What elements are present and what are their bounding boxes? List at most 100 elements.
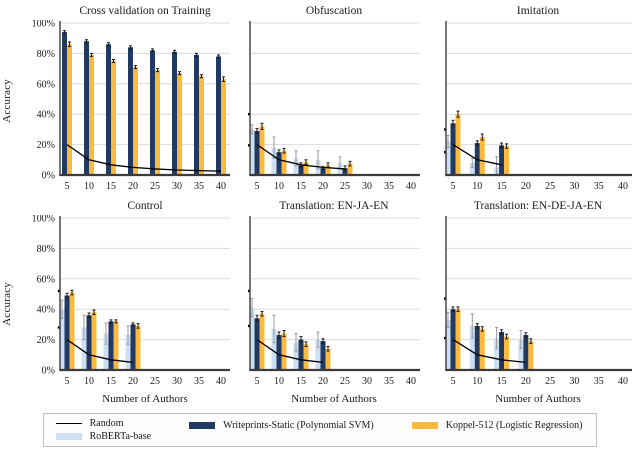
svg-text:15: 15 bbox=[497, 376, 507, 387]
svg-text:5: 5 bbox=[255, 181, 260, 192]
svg-text:80%: 80% bbox=[37, 49, 55, 60]
svg-text:80%: 80% bbox=[37, 244, 55, 255]
y-axis-label: Accuracy bbox=[1, 281, 13, 326]
x-axis-label: Number of Authors bbox=[291, 393, 377, 405]
chart-canvas-obfuscation: 5 10 15 20 25 30 35 40 bbox=[248, 21, 420, 192]
legend-column-3: Koppel-512 (Logistic Regression) bbox=[411, 418, 583, 431]
svg-text:30: 30 bbox=[362, 181, 372, 192]
svg-text:20: 20 bbox=[521, 181, 531, 192]
svg-text:10: 10 bbox=[84, 181, 94, 192]
svg-text:5: 5 bbox=[451, 376, 456, 387]
svg-text:25: 25 bbox=[340, 376, 350, 387]
svg-text:30: 30 bbox=[172, 181, 182, 192]
svg-text:10: 10 bbox=[274, 181, 284, 192]
svg-text:30: 30 bbox=[362, 376, 372, 387]
svg-text:25: 25 bbox=[150, 376, 160, 387]
svg-text:40: 40 bbox=[618, 376, 628, 387]
roberta-swatch bbox=[55, 433, 82, 440]
svg-text:20: 20 bbox=[318, 376, 328, 387]
legend-label: Random bbox=[89, 418, 124, 429]
svg-text:20: 20 bbox=[318, 181, 328, 192]
svg-text:35: 35 bbox=[594, 376, 604, 387]
svg-text:10: 10 bbox=[274, 376, 284, 387]
svg-text:25: 25 bbox=[545, 376, 555, 387]
svg-text:40: 40 bbox=[216, 376, 226, 387]
svg-text:20: 20 bbox=[521, 376, 531, 387]
svg-text:15: 15 bbox=[106, 376, 116, 387]
svg-text:5: 5 bbox=[65, 376, 70, 387]
svg-text:10: 10 bbox=[472, 181, 482, 192]
svg-text:100%: 100% bbox=[32, 215, 55, 225]
x-axis-label: Number of Authors bbox=[495, 393, 581, 405]
svg-text:5: 5 bbox=[65, 181, 70, 192]
svg-text:25: 25 bbox=[340, 181, 350, 192]
svg-text:40: 40 bbox=[618, 181, 628, 192]
svg-text:15: 15 bbox=[296, 376, 306, 387]
svg-text:20%: 20% bbox=[37, 140, 55, 151]
chart-canvas-cross-validation: 5 10 15 20 25 30 35 40 100% 80% 60% 40% 20% 0% bbox=[32, 20, 230, 192]
svg-text:35: 35 bbox=[384, 376, 394, 387]
koppel-swatch bbox=[411, 422, 438, 429]
svg-text:5: 5 bbox=[255, 376, 260, 387]
chart-canvas-translation-en-de-ja-en: 5 10 15 20 25 30 35 40 bbox=[444, 216, 632, 387]
svg-text:35: 35 bbox=[194, 376, 204, 387]
svg-text:40: 40 bbox=[406, 376, 416, 387]
legend-label: Koppel-512 (Logistic Regression) bbox=[445, 420, 583, 431]
svg-text:35: 35 bbox=[384, 181, 394, 192]
y-axis-label: Accuracy bbox=[1, 78, 13, 123]
chart-row-top: Accuracy Cross validation on Training 5 1… bbox=[0, 4, 640, 197]
chart-title: Obfuscation bbox=[305, 5, 363, 17]
panel-translation-en-de-ja-en: Translation: EN-DE-JA-EN 5 10 15 20 25 30 35 40… bbox=[444, 199, 632, 408]
chart-title: Imitation bbox=[516, 5, 560, 17]
chart-title: Cross validation on Training bbox=[79, 5, 211, 17]
panel-cross-validation-on-training: Cross validation on Training 5 10 15 20 25 30… bbox=[14, 4, 230, 197]
svg-text:30: 30 bbox=[569, 376, 579, 387]
svg-text:60%: 60% bbox=[37, 79, 55, 90]
legend-item-koppel-512: Koppel-512 (Logistic Regression) bbox=[411, 420, 583, 431]
svg-text:30: 30 bbox=[569, 181, 579, 192]
svg-text:60%: 60% bbox=[37, 274, 55, 285]
panel-control: Control 5 10 15 20 25 30 35 40 100% 80% 60% 40% 20% 0… bbox=[14, 199, 230, 408]
svg-text:40%: 40% bbox=[37, 110, 55, 121]
svg-text:10: 10 bbox=[84, 376, 94, 387]
svg-text:25: 25 bbox=[150, 181, 160, 192]
chart-title: Translation: EN-JA-EN bbox=[279, 200, 389, 212]
legend-column-1: Random RoBERTa-base bbox=[55, 418, 152, 442]
legend-column-2: Writeprints-Static (Polynomial SVM) bbox=[189, 418, 374, 431]
svg-text:0%: 0% bbox=[42, 171, 55, 182]
svg-text:0%: 0% bbox=[42, 366, 55, 377]
svg-text:15: 15 bbox=[106, 181, 116, 192]
svg-text:35: 35 bbox=[194, 181, 204, 192]
chart-canvas-translation-en-ja-en: 5 10 15 20 25 30 35 40 bbox=[248, 216, 420, 387]
y-axis-label-column: Accuracy bbox=[0, 199, 14, 408]
legend-item-writeprints-static: Writeprints-Static (Polynomial SVM) bbox=[189, 420, 374, 431]
chart-canvas-control: 5 10 15 20 25 30 35 40 100% 80% 60% 40% 20% 0% bbox=[32, 215, 230, 387]
svg-text:20%: 20% bbox=[37, 335, 55, 346]
svg-text:40%: 40% bbox=[37, 305, 55, 316]
panel-obfuscation: Obfuscation 5 10 15 20 25 30 35 40 bbox=[248, 4, 420, 197]
svg-text:5: 5 bbox=[451, 181, 456, 192]
svg-text:10: 10 bbox=[472, 376, 482, 387]
legend-wrap: Random RoBERTa-base Writeprints-Static (… bbox=[0, 413, 640, 447]
legend-label: RoBERTa-base bbox=[89, 431, 152, 442]
legend-item-roberta-base: RoBERTa-base bbox=[55, 431, 152, 442]
chart-row-bottom: Accuracy Control 5 10 15 20 25 30 35 40 100% 80% 6… bbox=[0, 199, 640, 408]
chart-title: Translation: EN-DE-JA-EN bbox=[473, 200, 603, 212]
svg-text:100%: 100% bbox=[32, 20, 55, 30]
y-axis-label-column: Accuracy bbox=[0, 4, 14, 197]
legend-item-random: Random bbox=[55, 418, 151, 429]
svg-text:25: 25 bbox=[545, 181, 555, 192]
writeprints-swatch bbox=[189, 422, 216, 429]
svg-text:40: 40 bbox=[406, 181, 416, 192]
svg-text:15: 15 bbox=[296, 181, 306, 192]
svg-text:30: 30 bbox=[172, 376, 182, 387]
svg-text:20: 20 bbox=[128, 376, 138, 387]
svg-text:20: 20 bbox=[128, 181, 138, 192]
svg-text:35: 35 bbox=[594, 181, 604, 192]
panel-imitation: Imitation 5 10 15 20 25 30 35 40 bbox=[444, 4, 632, 197]
chart-canvas-imitation: 5 10 15 20 25 30 35 40 bbox=[444, 21, 632, 192]
panel-translation-en-ja-en: Translation: EN-JA-EN 5 10 15 20 25 30 35 40 Nu… bbox=[248, 199, 420, 408]
x-axis-label: Number of Authors bbox=[102, 393, 188, 405]
legend-label: Writeprints-Static (Polynomial SVM) bbox=[223, 420, 374, 431]
